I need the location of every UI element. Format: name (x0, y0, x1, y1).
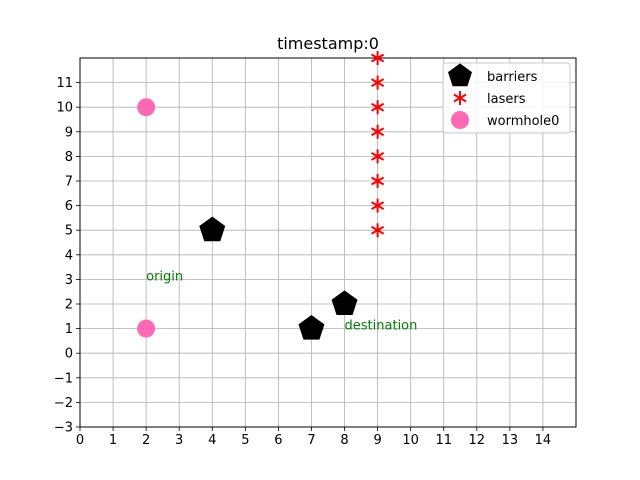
annotation-label: origin (146, 269, 183, 284)
wormhole0-point (137, 319, 156, 338)
lasers-point (371, 100, 385, 115)
y-tick-label: 0 (65, 347, 73, 362)
data-marks (137, 51, 385, 340)
y-tick-label: 3 (65, 273, 73, 288)
lasers-point (371, 198, 385, 213)
annotations: origin destination (146, 269, 417, 333)
lasers-point (371, 75, 385, 90)
barriers-point (331, 290, 358, 316)
y-tick-label: 6 (65, 199, 73, 214)
x-tick-label: 14 (535, 433, 552, 448)
y-tick-label: 7 (65, 175, 73, 190)
legend-marker-wormhole0 (451, 111, 469, 129)
y-tick-label: −2 (54, 396, 73, 411)
lasers-point (371, 174, 385, 188)
y-tick-label: 11 (56, 76, 73, 91)
legend-marker-lasers (453, 91, 467, 105)
legend-marker-barriers (448, 63, 472, 87)
legend-label-lasers: lasers (487, 92, 526, 107)
lasers-point (371, 124, 385, 139)
y-tick-label: 9 (65, 125, 73, 140)
barriers-point (199, 216, 226, 242)
legend-label-wormhole0: wormhole0 (487, 114, 559, 129)
legend-label-barriers: barriers (487, 70, 538, 85)
x-tick-label: 5 (241, 433, 249, 448)
x-tick-label: 0 (76, 433, 84, 448)
plot-frame (79, 57, 577, 428)
x-tick-label: 9 (373, 433, 381, 448)
annotation-label: destination (345, 319, 418, 334)
y-tick-label: 2 (65, 298, 73, 313)
x-tick-label: 4 (208, 433, 216, 448)
y-tick-label: 8 (65, 150, 73, 165)
x-tick-label: 7 (307, 433, 315, 448)
x-tick-label: 8 (340, 433, 348, 448)
x-tick-label: 2 (142, 433, 150, 448)
x-tick-label: 10 (402, 433, 419, 448)
lasers-point (371, 223, 385, 238)
legend: barriers lasers wormhole0 (442, 62, 571, 134)
x-tick-label: 12 (469, 433, 486, 448)
x-tick-label: 11 (435, 433, 452, 448)
legend-box (442, 62, 571, 134)
x-tick-label: 3 (175, 433, 183, 448)
y-tick-label: 5 (65, 224, 73, 239)
barriers-point (298, 314, 325, 340)
lasers-point (371, 149, 385, 164)
y-tick-label: 4 (65, 248, 73, 263)
lasers-point (371, 51, 385, 65)
y-tick-label: −3 (54, 421, 73, 436)
x-tick-label: 1 (109, 433, 117, 448)
x-tick-label: 13 (502, 433, 519, 448)
wormhole0-point (137, 98, 156, 117)
y-tick-label: −1 (54, 371, 73, 386)
y-tick-label: 10 (56, 101, 73, 116)
y-tick-label: 1 (65, 322, 73, 337)
x-tick-label: 6 (274, 433, 282, 448)
chart-title: timestamp:0 (277, 34, 379, 53)
